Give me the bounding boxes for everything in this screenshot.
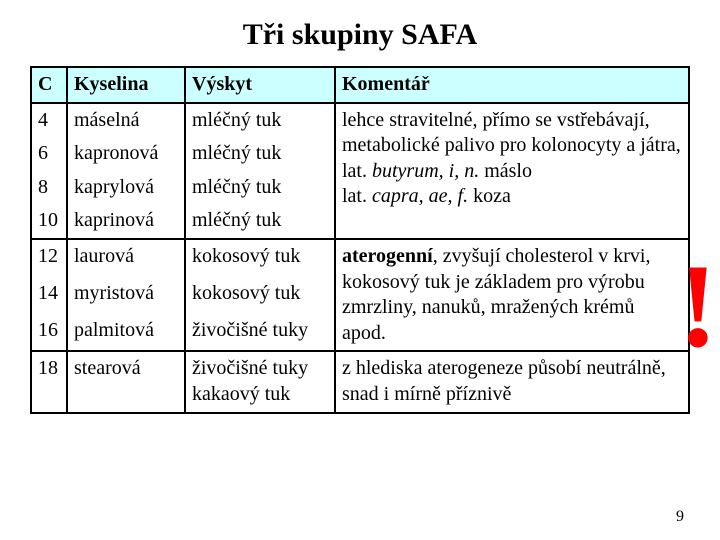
cell-c: 8 bbox=[31, 171, 67, 205]
table-row: 18 stearová živočišné tuky kakaový tuk z… bbox=[31, 351, 689, 412]
table-row: 12 laurová kokosový tuk aterogenní, zvyš… bbox=[31, 239, 689, 277]
page-number: 9 bbox=[676, 508, 684, 526]
comment-line: zmrzliny, nanuků, mražených krémů apod. bbox=[342, 295, 682, 346]
col-occ-header: Výskyt bbox=[185, 67, 335, 103]
cell-acid: kaprylová bbox=[67, 171, 185, 205]
comment-line: kokosový tuk je základem pro výrobu bbox=[342, 270, 682, 296]
col-c-header: C bbox=[31, 67, 67, 103]
cell-c: 16 bbox=[31, 314, 67, 352]
comment-line: aterogenní, zvyšují cholesterol v krvi, bbox=[342, 244, 682, 270]
occ-line: kakaový tuk bbox=[192, 382, 328, 408]
exclamation-marker: ! bbox=[678, 246, 718, 366]
cell-occ: kokosový tuk bbox=[185, 239, 335, 277]
cell-acid: myristová bbox=[67, 277, 185, 314]
cell-occ: živočišné tuky kakaový tuk bbox=[185, 351, 335, 412]
cell-c: 6 bbox=[31, 137, 67, 171]
col-comment-header: Komentář bbox=[335, 67, 689, 103]
text: lat. bbox=[342, 160, 372, 182]
comment-line: z hlediska aterogeneze působí neutrálně, bbox=[342, 356, 682, 382]
latin-term: capra, ae, f. bbox=[372, 185, 468, 207]
cell-occ: mléčný tuk bbox=[185, 137, 335, 171]
cell-acid: laurová bbox=[67, 239, 185, 277]
latin-term: butyrum, i, n. bbox=[372, 160, 479, 182]
cell-occ: mléčný tuk bbox=[185, 103, 335, 138]
slide: Tři skupiny SAFA C Kyselina Výskyt Komen… bbox=[0, 0, 720, 540]
comment-line: metabolické palivo pro kolonocyty a játr… bbox=[342, 133, 682, 159]
text: koza bbox=[468, 185, 511, 207]
table-row: 4 máselná mléčný tuk lehce stravitelné, … bbox=[31, 103, 689, 138]
cell-acid: stearová bbox=[67, 351, 185, 412]
cell-comment: z hlediska aterogeneze působí neutrálně,… bbox=[335, 351, 689, 412]
table-header-row: C Kyselina Výskyt Komentář bbox=[31, 67, 689, 103]
comment-line: lehce stravitelné, přímo se vstřebávají, bbox=[342, 108, 682, 134]
cell-occ: mléčný tuk bbox=[185, 204, 335, 239]
cell-c: 12 bbox=[31, 239, 67, 277]
bold-term: aterogenní bbox=[342, 245, 433, 267]
text: , zvyšují cholesterol v krvi, bbox=[433, 245, 651, 267]
cell-occ: mléčný tuk bbox=[185, 171, 335, 205]
text: máslo bbox=[479, 160, 532, 182]
cell-acid: máselná bbox=[67, 103, 185, 138]
comment-line: lat. butyrum, i, n. máslo bbox=[342, 159, 682, 185]
cell-occ: živočišné tuky bbox=[185, 314, 335, 352]
text: lat. bbox=[342, 185, 372, 207]
cell-acid: kapronová bbox=[67, 137, 185, 171]
cell-c: 14 bbox=[31, 277, 67, 314]
col-acid-header: Kyselina bbox=[67, 67, 185, 103]
occ-line: živočišné tuky bbox=[192, 356, 328, 382]
cell-acid: kaprinová bbox=[67, 204, 185, 239]
cell-acid: palmitová bbox=[67, 314, 185, 352]
cell-c: 18 bbox=[31, 351, 67, 412]
cell-comment: lehce stravitelné, přímo se vstřebávají,… bbox=[335, 103, 689, 239]
cell-c: 4 bbox=[31, 103, 67, 138]
cell-comment: aterogenní, zvyšují cholesterol v krvi, … bbox=[335, 239, 689, 351]
comment-line: lat. capra, ae, f. koza bbox=[342, 184, 682, 210]
comment-line: snad i mírně příznivě bbox=[342, 382, 682, 408]
cell-occ: kokosový tuk bbox=[185, 277, 335, 314]
cell-c: 10 bbox=[31, 204, 67, 239]
slide-title: Tři skupiny SAFA bbox=[30, 18, 690, 52]
safa-table: C Kyselina Výskyt Komentář 4 máselná mlé… bbox=[30, 66, 690, 414]
